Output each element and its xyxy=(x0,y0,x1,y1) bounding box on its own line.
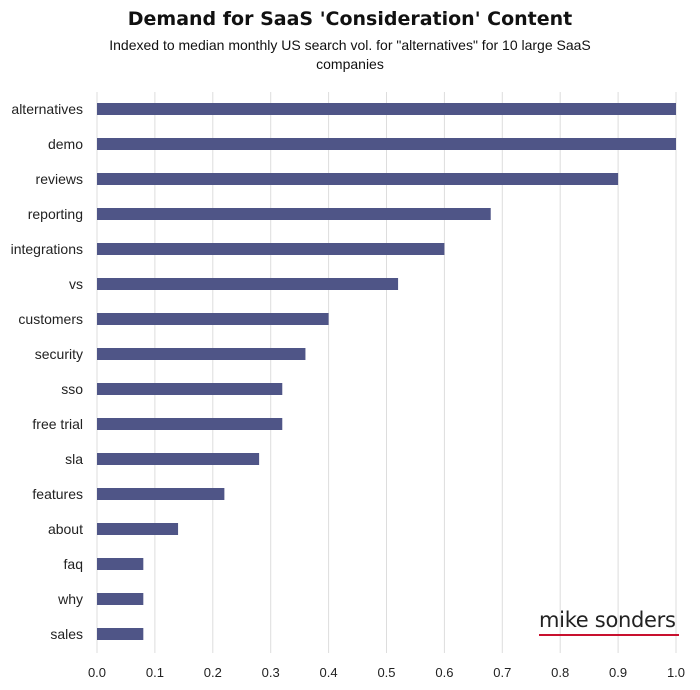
category-label: integrations xyxy=(11,241,83,257)
bar-vs xyxy=(97,278,399,290)
x-tick-label: 0.4 xyxy=(320,665,338,680)
category-label: sso xyxy=(61,381,83,397)
bar-demo xyxy=(97,138,676,150)
x-tick-label: 0.9 xyxy=(609,665,627,680)
category-label: why xyxy=(57,591,83,607)
category-label: customers xyxy=(18,311,83,327)
brand-underline xyxy=(539,634,679,636)
x-tick-label: 0.0 xyxy=(88,665,106,680)
category-label: free trial xyxy=(32,416,83,432)
category-label: features xyxy=(32,486,83,502)
x-tick-label: 0.8 xyxy=(551,665,569,680)
category-label: security xyxy=(35,346,83,362)
category-label: sales xyxy=(50,626,83,642)
category-label: reporting xyxy=(28,206,83,222)
x-tick-label: 0.3 xyxy=(262,665,280,680)
chart-subtitle: Indexed to median monthly US search vol.… xyxy=(109,37,591,72)
bar-alternatives xyxy=(97,103,676,115)
brand-text: mike sonders xyxy=(539,608,676,632)
category-label: sla xyxy=(65,451,83,467)
x-tick-label: 0.7 xyxy=(493,665,511,680)
x-tick-label: 0.5 xyxy=(377,665,395,680)
bar-sales xyxy=(97,628,144,640)
x-tick-label: 1.0 xyxy=(667,665,685,680)
category-label: demo xyxy=(48,136,83,152)
chart-title: Demand for SaaS 'Consideration' Content xyxy=(127,8,573,30)
category-label: about xyxy=(48,521,83,537)
bar-about xyxy=(97,523,179,535)
x-tick-label: 0.1 xyxy=(146,665,164,680)
x-tick-labels: 0.0 0.1 0.2 0.3 0.4 0.5 0.6 0.7 0.8 0.9 1.0 xyxy=(88,665,685,680)
bar-sso xyxy=(97,383,283,395)
bar-why xyxy=(97,593,144,605)
bars xyxy=(97,103,676,640)
category-labels: alternatives demo reviews reporting integrat… xyxy=(11,101,84,642)
bar-integrations xyxy=(97,243,445,255)
brand-logo: mike sonders xyxy=(539,608,679,636)
x-tick-label: 0.2 xyxy=(204,665,222,680)
grid-lines xyxy=(96,92,677,653)
bar-faq xyxy=(97,558,144,570)
x-tick-label: 0.6 xyxy=(435,665,453,680)
bar-customers xyxy=(97,313,329,325)
category-label: reviews xyxy=(36,171,83,187)
category-label: faq xyxy=(64,556,83,572)
category-label: alternatives xyxy=(11,101,83,117)
bar-sla xyxy=(97,453,260,465)
bar-free-trial xyxy=(97,418,283,430)
bar-features xyxy=(97,488,225,500)
category-label: vs xyxy=(69,276,83,292)
bar-security xyxy=(97,348,306,360)
bar-reviews xyxy=(97,173,619,185)
bar-reporting xyxy=(97,208,491,220)
